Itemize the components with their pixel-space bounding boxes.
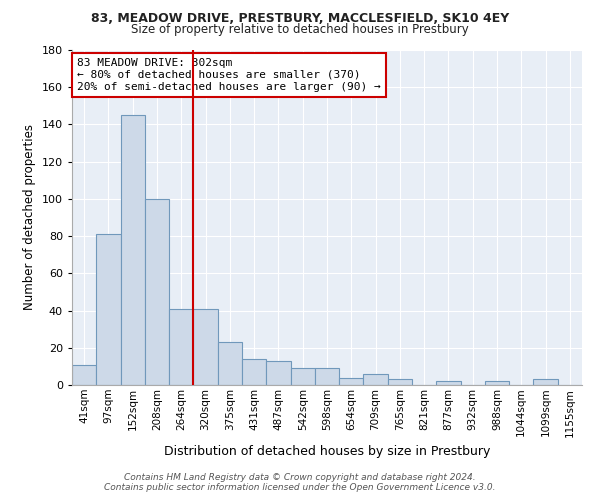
Bar <box>533 380 558 385</box>
Bar <box>193 308 218 385</box>
Bar <box>315 368 339 385</box>
Y-axis label: Number of detached properties: Number of detached properties <box>23 124 36 310</box>
Bar <box>242 359 266 385</box>
Bar <box>388 380 412 385</box>
Text: 83, MEADOW DRIVE, PRESTBURY, MACCLESFIELD, SK10 4EY: 83, MEADOW DRIVE, PRESTBURY, MACCLESFIEL… <box>91 12 509 26</box>
Text: Size of property relative to detached houses in Prestbury: Size of property relative to detached ho… <box>131 22 469 36</box>
Bar <box>218 342 242 385</box>
Bar <box>96 234 121 385</box>
Bar <box>364 374 388 385</box>
Bar <box>436 382 461 385</box>
Bar <box>485 382 509 385</box>
Bar <box>72 364 96 385</box>
Bar <box>145 199 169 385</box>
Bar <box>121 115 145 385</box>
Bar <box>290 368 315 385</box>
Bar <box>266 361 290 385</box>
Bar <box>339 378 364 385</box>
X-axis label: Distribution of detached houses by size in Prestbury: Distribution of detached houses by size … <box>164 445 490 458</box>
Bar <box>169 308 193 385</box>
Text: 83 MEADOW DRIVE: 302sqm
← 80% of detached houses are smaller (370)
20% of semi-d: 83 MEADOW DRIVE: 302sqm ← 80% of detache… <box>77 58 381 92</box>
Text: Contains HM Land Registry data © Crown copyright and database right 2024.
Contai: Contains HM Land Registry data © Crown c… <box>104 473 496 492</box>
